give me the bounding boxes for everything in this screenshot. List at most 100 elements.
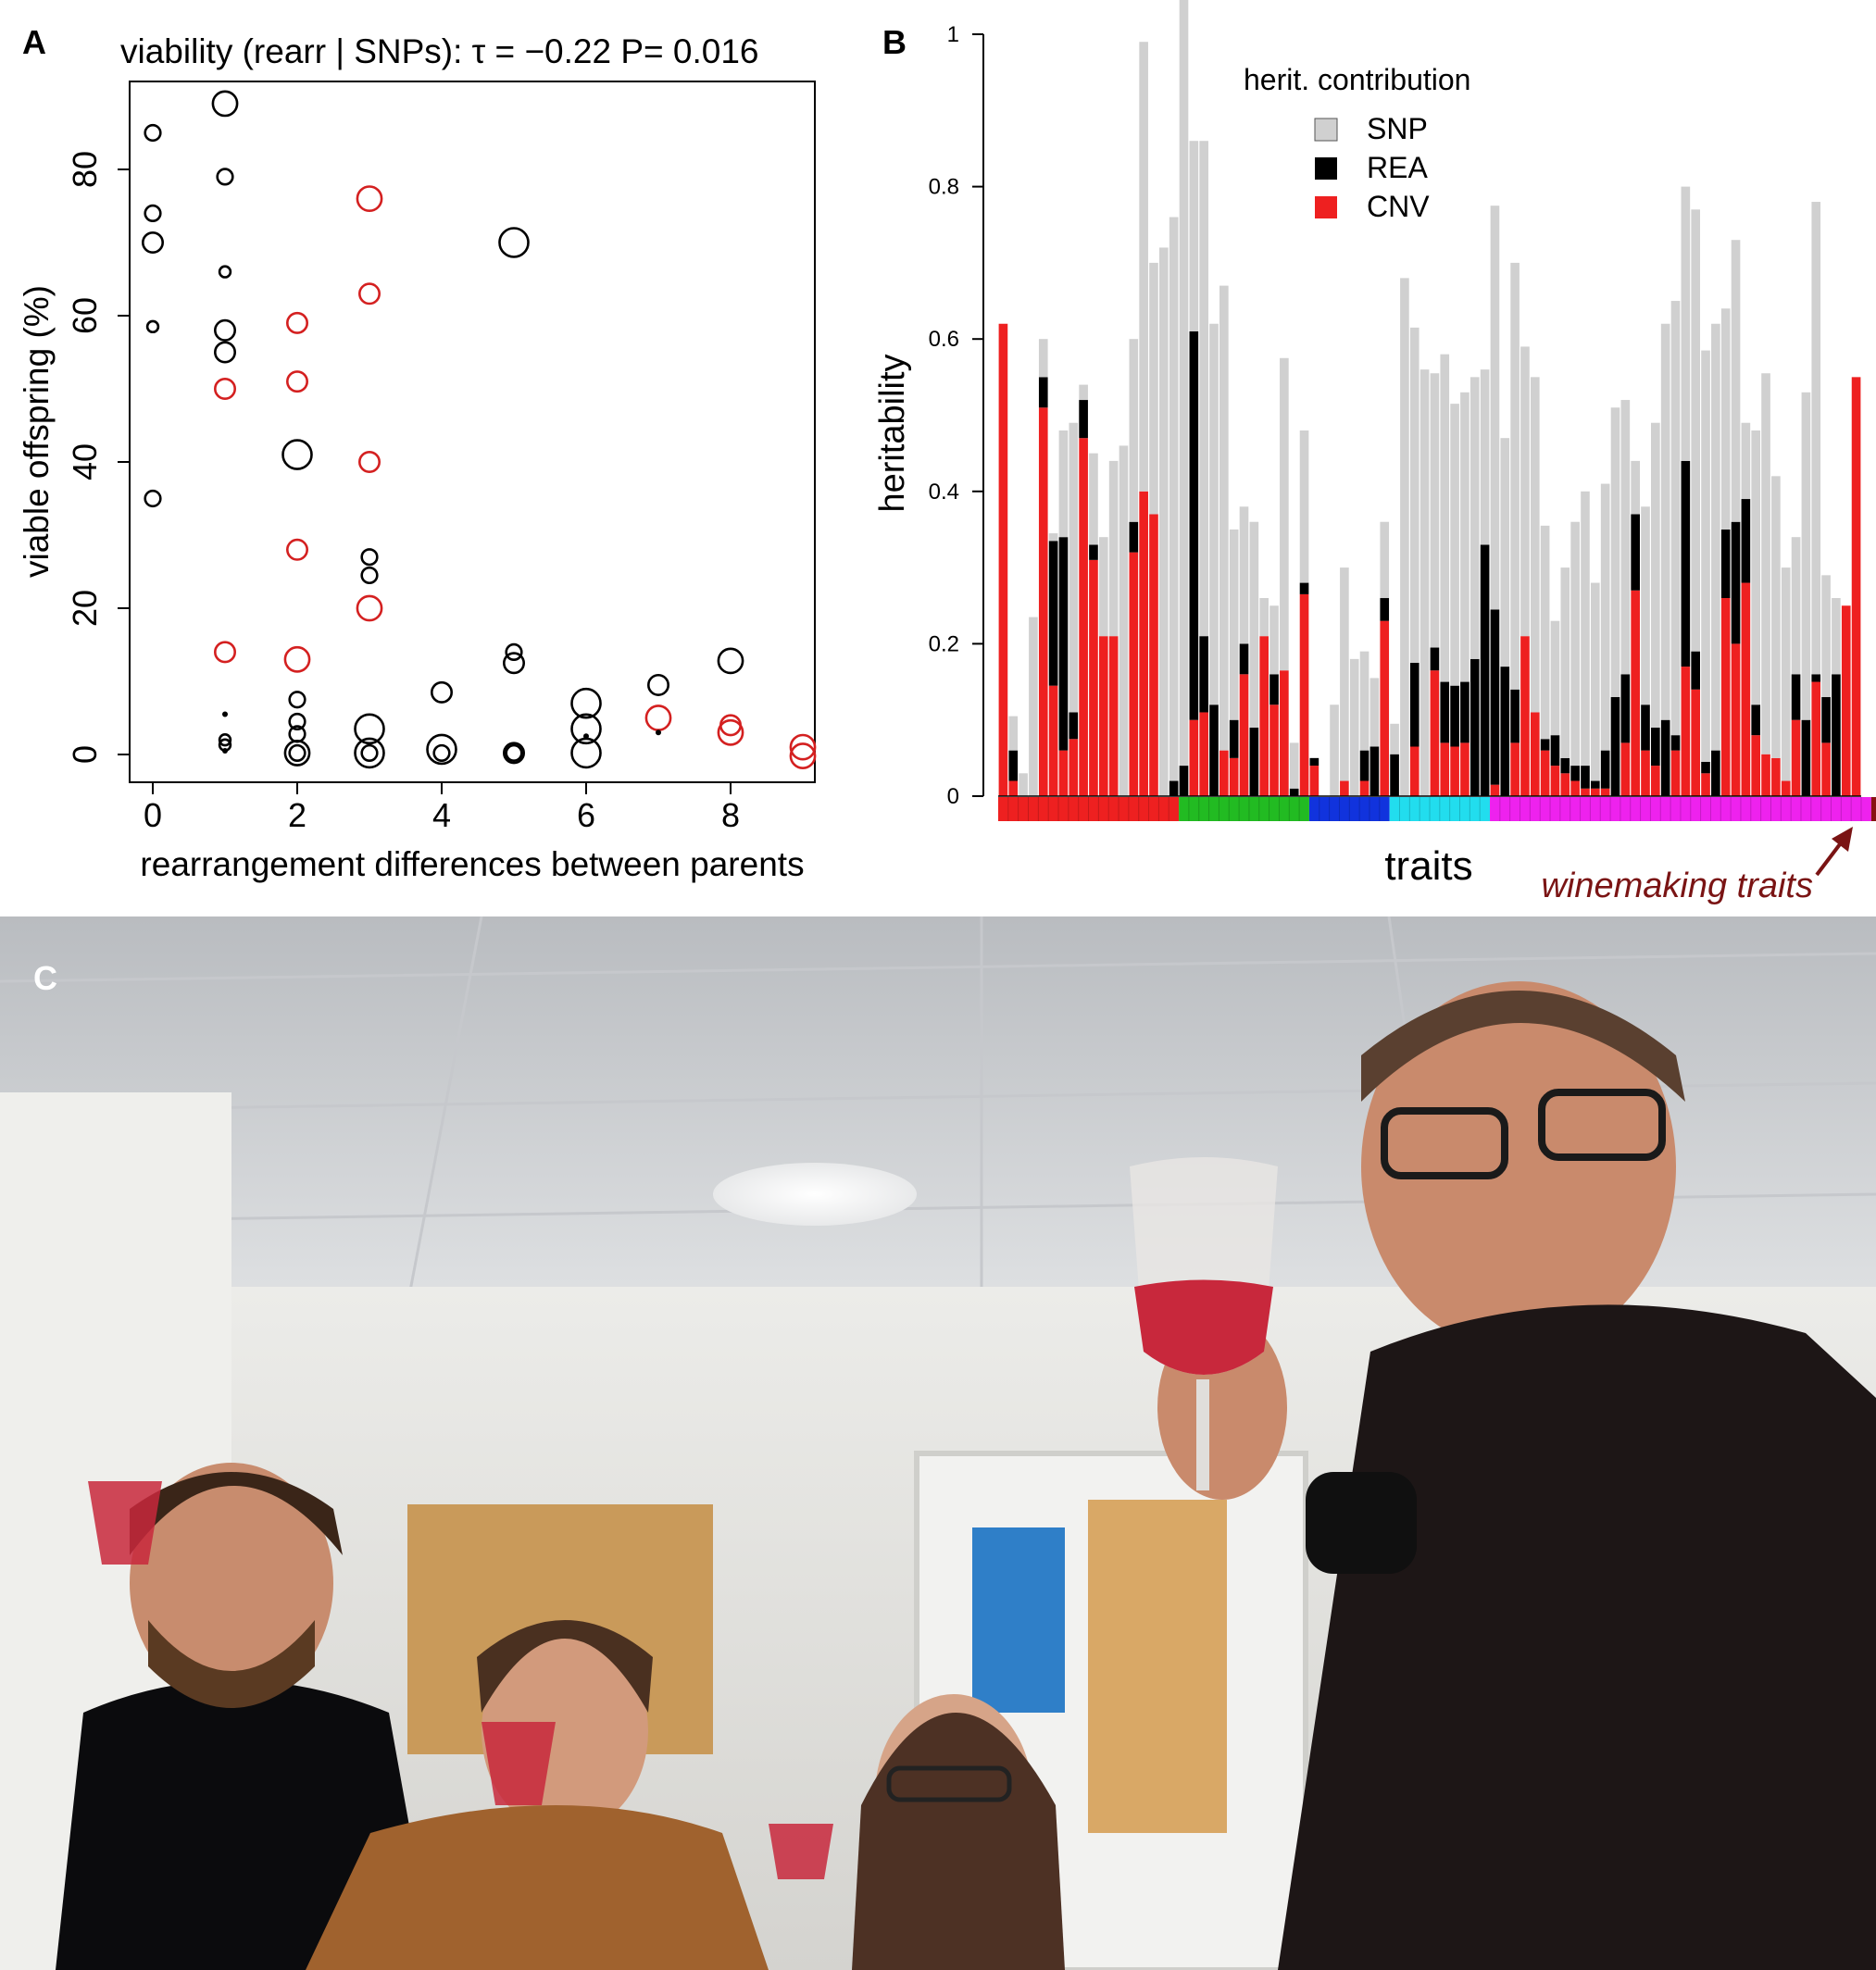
- bar-snp: [1098, 537, 1108, 637]
- bar-snp: [1550, 620, 1560, 736]
- panel-b-xlabel: traits: [1384, 843, 1472, 889]
- bar-snp: [1400, 278, 1409, 796]
- bar-snp: [1409, 327, 1420, 663]
- scatter-point: [360, 743, 379, 763]
- bar-cnv: [1530, 712, 1540, 796]
- bar-rea: [1229, 719, 1239, 758]
- bar-snp: [1771, 476, 1781, 758]
- panel-a-ylabel: viable offspring (%): [18, 285, 56, 578]
- bar-snp: [1359, 651, 1369, 751]
- bar-snp: [1660, 323, 1670, 720]
- scatter-point: [357, 450, 381, 473]
- trait-group-band: [1490, 797, 1871, 821]
- bar-snp: [1149, 262, 1158, 515]
- bar-cnv: [1069, 739, 1079, 796]
- bar-rea: [1560, 757, 1570, 774]
- bar-snp: [1249, 521, 1259, 728]
- bar-rea: [1832, 674, 1841, 796]
- bar-rea: [1450, 685, 1459, 747]
- bar-cnv: [1149, 514, 1158, 796]
- scatter-point: [144, 204, 162, 222]
- panel-a-xlabel: rearrangement differences between parent…: [140, 845, 804, 883]
- x-tick-label: 2: [288, 796, 306, 834]
- bar-snp: [1369, 678, 1380, 747]
- bar-snp: [1069, 422, 1079, 713]
- bar-cnv: [1460, 742, 1470, 796]
- scatter-point: [354, 737, 385, 769]
- scatter-point: [145, 319, 160, 334]
- bar-snp: [1158, 247, 1169, 796]
- bar-cnv: [1681, 667, 1691, 796]
- bar-rea: [1681, 460, 1691, 667]
- scatter-point: [211, 90, 239, 118]
- bar-cnv: [1008, 780, 1019, 796]
- bar-snp: [1470, 377, 1480, 659]
- legend: herit. contribution SNP REA CNV: [1244, 63, 1470, 223]
- bar-snp: [1460, 392, 1470, 682]
- bar-snp: [1510, 262, 1520, 690]
- scatter-point: [570, 713, 602, 745]
- scatter-point: [789, 742, 817, 769]
- bar-cnv: [1620, 742, 1631, 796]
- bar-rea: [1390, 754, 1399, 796]
- bar-cnv: [1771, 757, 1781, 796]
- panel-a-title: viability (rearr | SNPs): τ = −0.22 P= 0…: [120, 32, 759, 70]
- bar-snp: [1089, 453, 1098, 545]
- x-tick-label: 4: [432, 796, 451, 834]
- bar-snp: [1751, 430, 1761, 705]
- bar-cnv: [1691, 689, 1701, 796]
- bar-cnv: [1851, 377, 1861, 796]
- bar-rea: [1089, 544, 1098, 560]
- legend-label-rea: REA: [1367, 151, 1428, 184]
- bar-snp: [1390, 723, 1399, 754]
- bar-cnv: [1189, 719, 1199, 796]
- bar-rea: [1791, 674, 1801, 720]
- bar-rea: [1500, 667, 1510, 796]
- scatter-point: [144, 489, 162, 508]
- bar-rea: [1490, 609, 1500, 785]
- bar-rea: [1309, 757, 1319, 767]
- bar-rea: [1610, 697, 1620, 796]
- bar-snp: [1079, 384, 1088, 401]
- bar-cnv: [1409, 746, 1420, 796]
- bar-cnv: [1239, 674, 1249, 796]
- bar-snp: [1590, 582, 1600, 781]
- scatter-point: [719, 714, 742, 737]
- scatter-point: [360, 566, 379, 585]
- scatter-point: [360, 548, 379, 567]
- bar-snp: [1651, 422, 1660, 728]
- bar-cnv: [1670, 750, 1681, 796]
- y-tick-label: 40: [66, 443, 104, 480]
- bar-rea: [1079, 400, 1088, 439]
- bar-snp: [1791, 537, 1801, 675]
- bar-rea: [1380, 598, 1390, 621]
- stacked-bars: [998, 0, 1861, 796]
- trait-group-band: [1308, 797, 1390, 821]
- bar-snp: [1711, 323, 1720, 751]
- bar-rea: [1129, 521, 1139, 553]
- bar-rea: [1600, 750, 1610, 789]
- bar-cnv: [1430, 670, 1440, 796]
- bar-cnv: [1631, 590, 1640, 796]
- bar-cnv: [1821, 742, 1831, 796]
- bar-rea: [1731, 521, 1741, 644]
- scatter-point: [285, 538, 308, 561]
- bar-rea: [1670, 735, 1681, 751]
- bar-rea: [1590, 780, 1600, 789]
- scatter-point: [216, 168, 234, 186]
- scatter-point: [222, 748, 228, 754]
- figure-top: 0 2 4 6 8 0 20 40 60 80 viability (rearr | SNPs)…: [0, 0, 1876, 916]
- bar-snp: [1349, 658, 1359, 796]
- y-tick-label: 0: [66, 745, 104, 764]
- y-tick-label: 60: [66, 297, 104, 334]
- bar-snp: [1239, 506, 1249, 644]
- bar-snp: [1631, 460, 1640, 515]
- bar-snp: [1008, 716, 1019, 751]
- bar-snp: [1209, 323, 1219, 705]
- bar-rea: [1289, 788, 1299, 796]
- bar-rea: [1470, 658, 1480, 796]
- winemaking-annotation: winemaking traits: [1541, 867, 1813, 905]
- bar-cnv: [1089, 559, 1098, 796]
- bar-rea: [1239, 643, 1249, 675]
- scatter-point: [285, 311, 308, 334]
